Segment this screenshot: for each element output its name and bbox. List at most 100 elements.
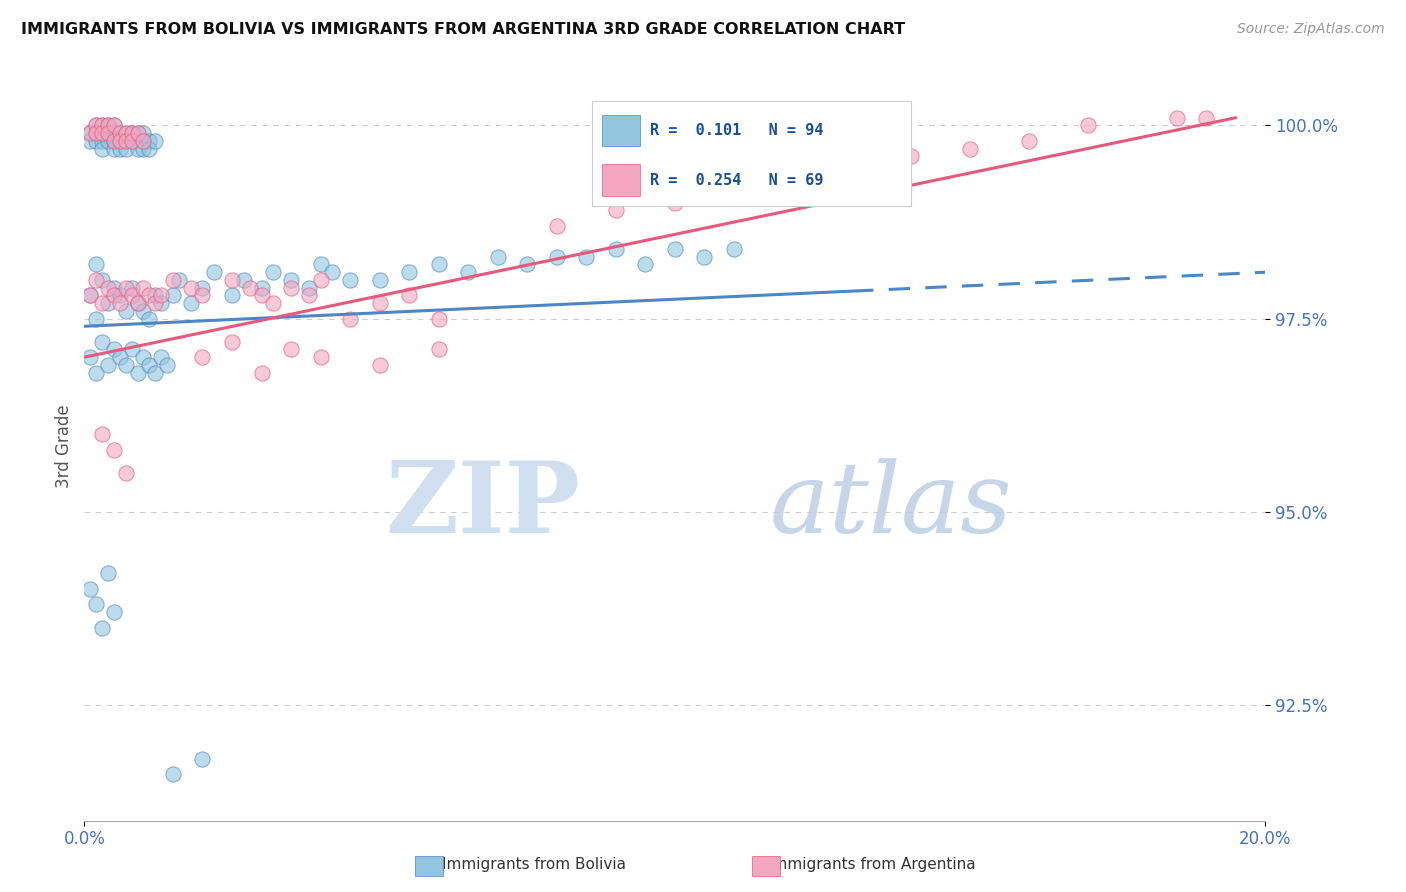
Point [103,134,125,148]
Point [108,350,131,364]
Point [91,126,114,140]
Point [121,126,143,140]
Point [97,296,120,310]
Point [280,280,302,294]
Point [457,265,479,279]
Point [398,265,420,279]
Point [114,303,136,318]
Point [1195,111,1218,125]
Point [262,296,284,310]
Point [127,126,149,140]
Text: Immigrants from Bolivia: Immigrants from Bolivia [443,857,626,872]
Point [427,343,450,357]
Point [97,358,120,372]
Point [605,203,627,218]
Y-axis label: 3rd Grade: 3rd Grade [55,404,73,488]
Point [84,366,107,380]
Point [143,288,166,302]
Point [250,280,273,294]
Point [191,280,214,294]
Point [575,250,598,264]
Point [79,126,101,140]
Point [321,265,343,279]
Point [121,134,143,148]
Point [132,142,155,156]
Point [132,134,155,148]
Point [191,350,214,364]
Point [97,119,120,133]
Point [103,442,125,457]
Point [91,334,114,349]
Point [309,350,332,364]
Point [150,296,173,310]
Point [108,134,131,148]
Point [132,303,155,318]
Point [84,598,107,612]
Point [103,119,125,133]
Point [121,126,143,140]
Point [132,126,155,140]
Point [339,311,361,326]
Point [427,257,450,271]
Point [959,142,981,156]
Point [108,126,131,140]
Point [132,350,155,364]
Point [232,273,254,287]
Point [262,265,284,279]
Point [79,134,101,148]
Point [250,288,273,302]
Point [97,126,120,140]
Point [84,273,107,287]
Point [368,358,391,372]
Point [108,296,131,310]
Point [91,296,114,310]
Point [121,288,143,302]
Point [127,296,149,310]
Point [108,288,131,302]
Point [221,288,243,302]
Point [97,566,120,581]
Point [114,466,136,480]
Point [138,288,160,302]
Point [114,358,136,372]
Point [427,311,450,326]
Point [150,288,173,302]
Point [103,142,125,156]
Point [91,142,114,156]
Point [97,134,120,148]
Point [97,126,120,140]
Point [298,280,321,294]
Point [368,273,391,287]
Point [79,126,101,140]
Point [138,142,160,156]
Point [97,280,120,294]
Point [239,280,262,294]
Point [127,296,149,310]
Point [1077,119,1099,133]
Point [143,134,166,148]
Text: atlas: atlas [769,458,1012,554]
Point [103,134,125,148]
Point [103,605,125,619]
Point [121,134,143,148]
Point [250,366,273,380]
Point [221,273,243,287]
Point [191,752,214,766]
Point [103,343,125,357]
Point [191,288,214,302]
Point [114,126,136,140]
Point [723,188,745,202]
Point [143,296,166,310]
Point [114,280,136,294]
Point [180,280,202,294]
Text: Source: ZipAtlas.com: Source: ZipAtlas.com [1237,22,1385,37]
Point [339,273,361,287]
Point [79,288,101,302]
Point [127,126,149,140]
Point [103,126,125,140]
Point [280,273,302,287]
Point [202,265,225,279]
Point [634,257,657,271]
Point [605,242,627,256]
Point [91,427,114,442]
